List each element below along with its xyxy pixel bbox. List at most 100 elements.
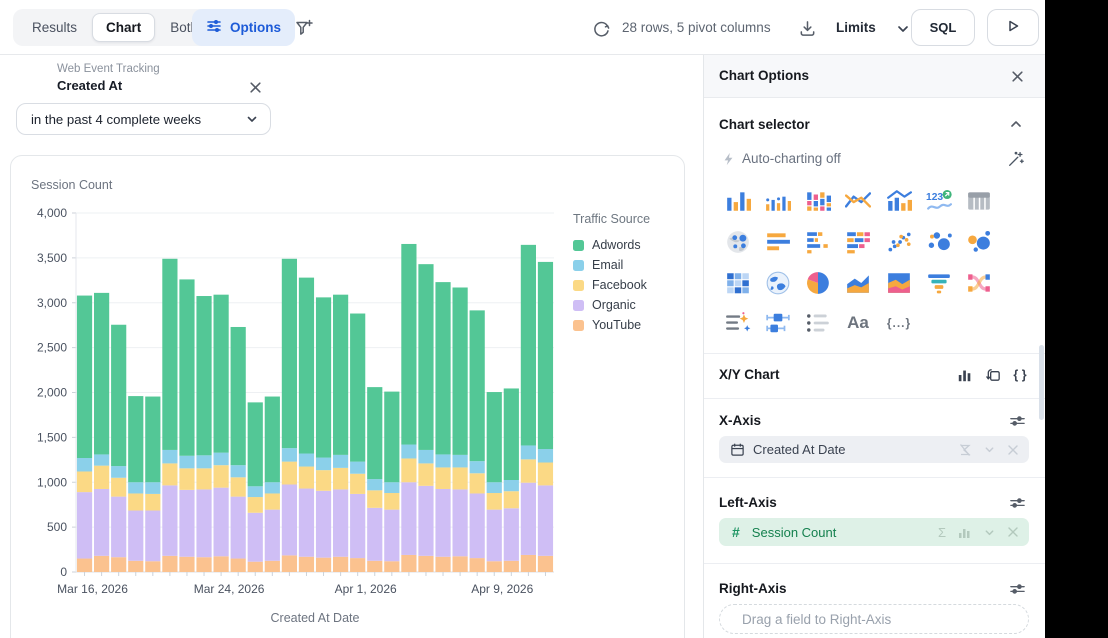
download-icon[interactable] [795,16,819,40]
no-aggregate-icon[interactable] [958,443,972,457]
x-axis-settings-icon[interactable] [1007,411,1027,431]
svg-text:Apr 1, 2026: Apr 1, 2026 [335,582,397,596]
calendar-icon [730,442,745,457]
boxplot-icon[interactable] [763,308,793,338]
app-window: ResultsChartBoth Options 28 rows, 5 pivo… [0,0,1045,638]
legend-label: YouTube [592,318,641,332]
stacked-horizontal-bar-multi-icon[interactable] [843,227,873,257]
area-chart-icon[interactable] [843,268,873,298]
close-panel-icon[interactable] [1009,68,1025,84]
scatterplot-icon[interactable] [884,227,914,257]
filter-value-select[interactable]: in the past 4 complete weeks [16,103,271,135]
svg-text:2,000: 2,000 [37,386,67,400]
xy-chart-title: X/Y Chart [719,367,780,382]
stacked-area-chart-icon[interactable] [884,268,914,298]
legend-swatch [573,260,584,271]
left-axis-settings-icon[interactable] [1007,493,1027,513]
x-axis-field-pill[interactable]: Created At Date [719,436,1029,463]
chart-legend: Traffic Source AdwordsEmailFacebook Organ… [573,212,650,335]
bar-line-chart-icon[interactable] [884,186,914,216]
lightning-icon [720,151,736,167]
legend-item-youtube[interactable]: YouTube [573,315,650,335]
remove-filter-icon[interactable] [247,79,263,95]
chart-options-panel: Chart Options Chart selector Auto-charti… [703,55,1045,638]
panel-title: Chart Options [719,68,809,83]
legend-title: Traffic Source [573,212,650,226]
pie-chart-icon[interactable] [803,268,833,298]
remove-left-field-icon[interactable] [1007,526,1019,538]
remove-x-field-icon[interactable] [1007,444,1019,456]
x-axis-field-label: Created At Date [753,442,958,457]
heatmap-icon[interactable] [723,268,753,298]
svg-text:500: 500 [47,520,67,534]
stacked-bar-chart-icon[interactable] [803,186,833,216]
aggregate-sigma-icon[interactable]: Σ [938,525,946,540]
bubble-chart-alt-icon[interactable] [964,227,994,257]
horizontal-bar-chart-icon[interactable] [763,227,793,257]
magic-wand-icon[interactable] [1006,149,1026,169]
add-filter-icon[interactable] [290,14,318,42]
run-query-button[interactable] [987,9,1039,46]
svg-text:3,500: 3,500 [37,251,67,265]
line-chart-icon[interactable] [843,186,873,216]
panel-header: Chart Options [704,55,1045,98]
svg-text:2,500: 2,500 [37,341,67,355]
text-icon[interactable]: Aa [843,308,873,338]
field-chevron-down-icon[interactable] [984,527,995,538]
markdown-list-icon[interactable] [803,308,833,338]
limits-chevron-down-icon[interactable] [896,22,910,36]
row-status: 28 rows, 5 pivot columns [622,20,771,35]
table-icon[interactable] [964,186,994,216]
toolbar: ResultsChartBoth Options 28 rows, 5 pivo… [0,0,1045,55]
number-field-icon: # [732,524,740,540]
view-tab-results[interactable]: Results [17,9,92,46]
svg-text:0: 0 [60,565,67,579]
limits-button[interactable]: Limits [836,20,876,35]
x-axis-title: X-Axis [719,413,761,428]
world-map-icon[interactable] [763,268,793,298]
right-axis-settings-icon[interactable] [1007,579,1027,599]
view-tab-chart[interactable]: Chart [92,13,155,42]
stacked-horizontal-bar-icon[interactable] [803,227,833,257]
field-chevron-down-icon[interactable] [984,444,995,455]
left-axis-field-pill[interactable]: # Session Count Σ [719,518,1029,546]
sql-button[interactable]: SQL [911,9,975,46]
legend-item-adwords[interactable]: Adwords [573,235,650,255]
chart-format-icon[interactable] [955,365,975,385]
single-value-icon[interactable]: 123 [924,186,954,216]
options-button[interactable]: Options [192,9,295,46]
svg-text:Apr 9, 2026: Apr 9, 2026 [471,582,533,596]
legend-item-facebook[interactable]: Facebook [573,275,650,295]
legend-swatch [573,320,584,331]
sankey-diagram-icon[interactable] [964,268,994,298]
refresh-icon[interactable] [590,17,612,39]
json-icon[interactable]: {...} [884,308,914,338]
transpose-icon[interactable] [983,365,1003,385]
bar-chart-icon[interactable] [723,186,753,216]
right-axis-title: Right-Axis [719,581,787,596]
x-axis-title: Created At Date [76,611,554,625]
svg-text:1,500: 1,500 [37,430,67,444]
collapse-chevron-up-icon[interactable] [1009,117,1023,131]
funnel-chart-icon[interactable] [924,268,954,298]
chart-card: Session Count 05001,0001,5002,0002,5003,… [10,155,685,638]
right-axis-drop-zone[interactable]: Drag a field to Right-Axis [719,604,1029,634]
chevron-down-icon [246,113,258,125]
view-toggle: ResultsChartBoth [13,9,217,46]
legend-item-email[interactable]: Email [573,255,650,275]
left-axis-field-label: Session Count [752,525,938,540]
legend-label: Organic [592,298,636,312]
panel-scrollbar[interactable] [1039,345,1044,420]
filter-table-name: Web Event Tracking [57,63,160,75]
svg-text:Mar 24, 2026: Mar 24, 2026 [194,582,265,596]
dot-map-icon[interactable] [723,227,753,257]
grouped-bar-chart-icon[interactable] [763,186,793,216]
filter-field-name: Created At [57,78,122,93]
bubble-chart-icon[interactable] [924,227,954,257]
auto-charting-label: Auto-charting off [742,151,841,166]
field-chart-icon[interactable] [958,525,972,539]
legend-item-organic[interactable]: Organic [573,295,650,315]
summary-text-icon[interactable] [723,308,753,338]
svg-text:4,000: 4,000 [37,206,67,220]
json-config-icon[interactable]: { } [1010,365,1030,385]
